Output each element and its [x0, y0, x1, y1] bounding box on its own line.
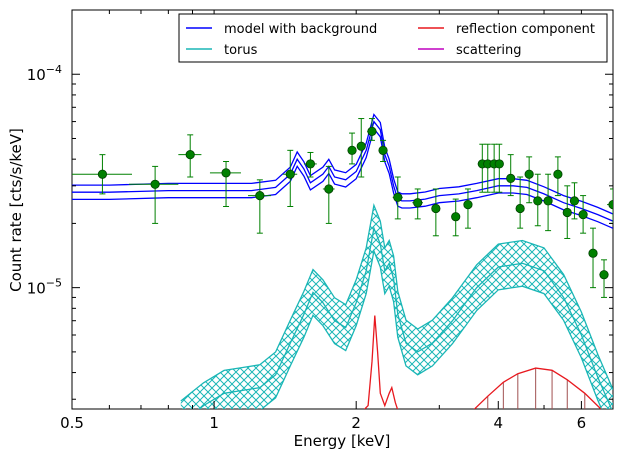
data-marker — [506, 173, 516, 184]
data-point — [431, 188, 441, 237]
data-marker — [378, 145, 388, 155]
data-marker — [569, 196, 580, 206]
data-point — [569, 182, 580, 220]
data-marker — [324, 184, 334, 194]
data-point — [515, 176, 525, 229]
x-tick-label: 4 — [494, 414, 504, 432]
data-point — [412, 188, 423, 220]
legend-label: scattering — [456, 43, 522, 58]
data-marker — [413, 198, 423, 208]
data-point — [303, 151, 317, 178]
data-marker — [608, 199, 613, 210]
data-point — [347, 132, 357, 165]
data-point — [378, 139, 388, 163]
data-marker — [553, 169, 563, 179]
x-tick-label: 2 — [351, 414, 361, 432]
torus-upper-line — [180, 202, 613, 402]
data-point — [248, 179, 272, 234]
data-marker — [543, 196, 553, 206]
data-marker — [451, 212, 461, 222]
data-marker — [305, 159, 316, 169]
data-point — [494, 143, 504, 193]
data-marker — [588, 248, 598, 258]
legend-label: model with background — [224, 22, 377, 37]
data-marker — [533, 196, 543, 206]
data-point — [283, 149, 298, 208]
data-marker — [578, 209, 588, 220]
data-point — [562, 185, 572, 239]
data-marker — [285, 169, 295, 179]
data-point — [128, 165, 179, 224]
data-point — [599, 259, 609, 298]
data-marker — [97, 169, 108, 179]
x-axis-label: Energy [keV] — [294, 432, 391, 450]
data-point — [588, 227, 598, 289]
data-point — [367, 118, 377, 141]
data-point — [463, 188, 473, 229]
data-point — [392, 176, 403, 220]
data-point — [178, 134, 202, 178]
data-point — [578, 195, 588, 234]
x-tick-label: 1 — [209, 414, 219, 432]
data-marker — [347, 145, 357, 155]
data-marker — [599, 270, 609, 280]
model-with-background-upper-line — [72, 113, 613, 215]
data-marker — [393, 192, 403, 202]
x-tick-label: 6 — [577, 414, 587, 432]
data-marker — [431, 203, 441, 214]
data-point — [506, 154, 516, 197]
legend-label: reflection component — [456, 22, 595, 37]
data-marker — [255, 190, 265, 201]
legend: model with background reflection componen… — [178, 13, 608, 63]
data-point — [553, 156, 563, 197]
reflection-component-line — [363, 315, 602, 409]
plot-area — [72, 113, 613, 409]
data-point — [322, 165, 335, 224]
torus-line — [198, 225, 613, 409]
legend-box — [178, 13, 608, 63]
data-point — [451, 198, 461, 237]
data-marker — [463, 199, 473, 210]
y-axis-label: Count rate [cts/s/keV] — [7, 128, 25, 292]
data-marker — [515, 203, 525, 214]
y-tick-label: 10−5 — [27, 277, 62, 298]
data-marker — [221, 168, 231, 178]
data-marker — [150, 179, 160, 189]
data-point — [533, 173, 543, 227]
data-point — [543, 173, 553, 232]
data-marker — [367, 126, 377, 136]
data-marker — [356, 141, 366, 151]
data-point — [356, 118, 366, 178]
data-marker — [185, 150, 195, 160]
torus-lower-line — [260, 248, 603, 409]
y-tick-label: 10−4 — [27, 63, 62, 84]
x-tick-label: 0.5 — [60, 414, 84, 432]
data-point — [209, 161, 241, 208]
data-point — [72, 154, 132, 195]
axes: 0.5 1 2 4 6 10−5 10−4 — [27, 10, 614, 432]
data-marker — [524, 169, 534, 179]
data-point — [524, 156, 534, 204]
legend-label: torus — [224, 43, 258, 58]
data-marker — [562, 207, 572, 218]
data-marker — [494, 159, 504, 169]
